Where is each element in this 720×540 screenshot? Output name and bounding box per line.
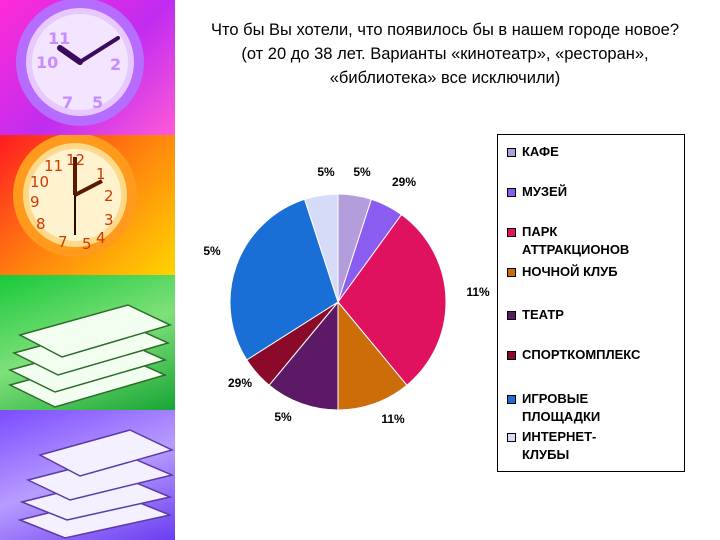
svg-text:10: 10: [30, 173, 49, 191]
svg-text:2: 2: [110, 55, 121, 74]
legend-swatch: [507, 351, 516, 360]
purple-clock-panel: 11 10 2 7 5: [0, 0, 175, 135]
svg-text:2: 2: [104, 187, 114, 205]
svg-text:11: 11: [48, 29, 70, 48]
slice-value-label: 5%: [353, 165, 371, 179]
legend-swatch: [507, 228, 516, 237]
slice-value-label: 5%: [203, 244, 221, 258]
legend-swatch: [507, 188, 516, 197]
slice-value-label: 5%: [274, 410, 292, 424]
legend-entry-label: СПОРТКОМПЛЕКС: [522, 347, 641, 362]
legend-swatch: [507, 268, 516, 277]
svg-text:7: 7: [62, 93, 73, 112]
pie-slice: [337, 213, 447, 386]
legend-entry-label: МУЗЕЙ: [522, 184, 568, 199]
chart-title: Что бы Вы хотели, что появилось бы в наш…: [210, 21, 680, 87]
pie-slice: [337, 300, 408, 411]
svg-text:9: 9: [30, 193, 40, 211]
slice-value-label: 11%: [381, 412, 405, 426]
legend-swatch: [507, 148, 516, 157]
slice-value-label: 29%: [228, 376, 252, 390]
legend-entry-label: ТЕАТР: [522, 307, 564, 322]
slice-value-label: 29%: [392, 175, 416, 189]
legend-entry-label: ПАРК АТТРАКЦИОНОВ: [522, 224, 630, 257]
svg-text:1: 1: [96, 165, 106, 183]
green-books-panel: [0, 275, 175, 410]
svg-text:5: 5: [92, 93, 103, 112]
legend-entry-label: ИНТЕРНЕТ- КЛУБЫ: [522, 429, 597, 462]
legend-entry-label: КАФЕ: [522, 144, 559, 159]
chart-legend: КАФЕ МУЗЕЙ ПАРК АТТРАКЦИОНОВ НОЧНОЙ КЛУБ ТЕА…: [497, 134, 685, 472]
svg-text:10: 10: [36, 53, 58, 72]
pie-slice: [229, 198, 339, 361]
svg-text:4: 4: [96, 229, 106, 247]
svg-text:11: 11: [44, 157, 63, 175]
slice-value-label: 11%: [466, 285, 490, 299]
legend-swatch: [507, 433, 516, 442]
pie-slice: [268, 300, 339, 411]
legend-swatch: [507, 395, 516, 404]
svg-text:3: 3: [104, 211, 114, 229]
svg-text:5: 5: [82, 235, 92, 253]
purple-papers-panel: [0, 410, 175, 540]
legend-entry-label: ИГРОВЫЕ ПЛОЩАДКИ: [522, 391, 601, 424]
paper-stack-icon: [17, 429, 175, 539]
svg-text:7: 7: [58, 233, 68, 251]
book-stack-icon: [7, 304, 173, 408]
pie-slice: [303, 193, 339, 303]
purple-clock-icon: 11 10 2 7 5: [16, 0, 144, 126]
legend-entry-label: НОЧНОЙ КЛУБ: [522, 264, 618, 279]
svg-text:8: 8: [36, 215, 46, 233]
slice-value-label: 5%: [317, 165, 335, 179]
legend-swatch: [507, 311, 516, 320]
